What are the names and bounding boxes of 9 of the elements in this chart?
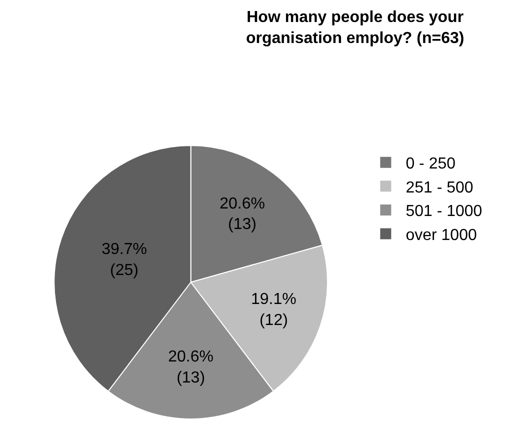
data-label: 19.1% (12): [251, 291, 296, 329]
data-label: 39.7% (25): [102, 240, 147, 279]
legend-label: 251 - 500: [406, 179, 474, 196]
legend-label: 0 - 250: [406, 156, 456, 173]
legend-label: over 1000: [406, 226, 477, 244]
chart-title: How many people does your organisation employ? (n=63): [246, 9, 464, 47]
legend-label: 501 - 1000: [406, 203, 482, 220]
data-label: 20.6% (13): [220, 195, 265, 234]
data-label: 20.6% (13): [168, 348, 214, 386]
